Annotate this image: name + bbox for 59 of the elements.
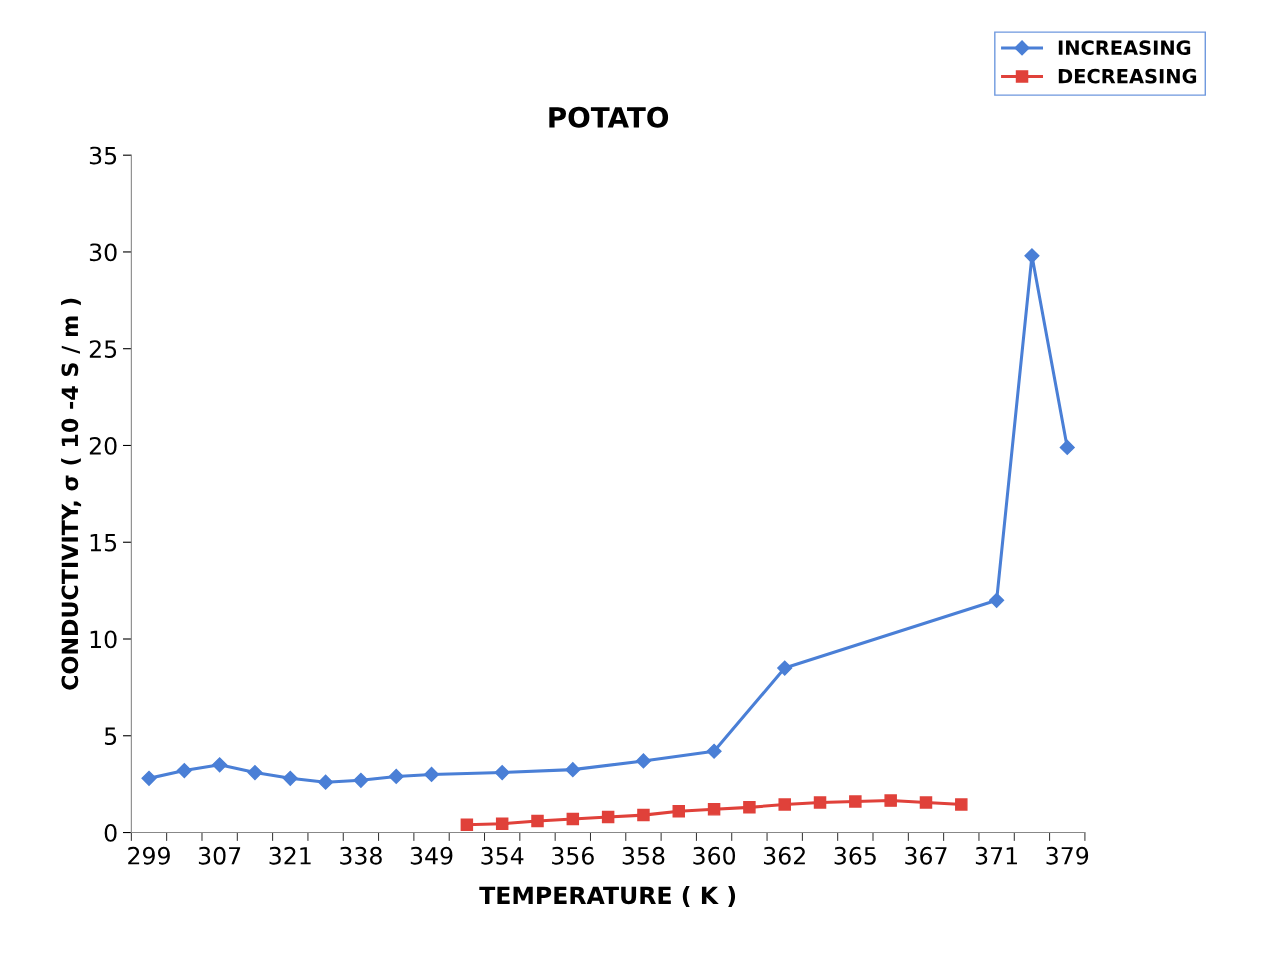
x-tick-label: 379 <box>1046 846 1089 865</box>
point <box>955 798 968 811</box>
x-tick-label: 371 <box>975 846 1017 865</box>
point <box>884 794 897 807</box>
x-tick-label: 299 <box>128 846 170 865</box>
point <box>460 818 474 832</box>
x-tick-label: 356 <box>552 846 594 865</box>
x-tick-label: 321 <box>269 846 311 865</box>
y-axis-title: CONDUCTIVITY, σ ( 10 -4 S / m ) <box>61 298 82 690</box>
y-tick-label: 0 <box>104 823 117 842</box>
y-tick-label: 5 <box>104 727 117 746</box>
point <box>637 808 650 822</box>
point <box>601 810 615 824</box>
point <box>353 772 369 788</box>
point <box>247 764 263 781</box>
y-tick-label: 20 <box>89 436 117 455</box>
point <box>777 660 793 676</box>
point <box>566 812 580 826</box>
point <box>1059 439 1075 455</box>
point <box>813 796 827 809</box>
legend-label: INCREASING <box>1058 40 1191 55</box>
point <box>494 764 510 781</box>
point <box>176 763 192 779</box>
y-tick-label: 30 <box>89 243 117 262</box>
point <box>1024 248 1040 264</box>
point <box>282 770 298 786</box>
x-tick-label: 360 <box>693 846 736 865</box>
point <box>989 592 1005 608</box>
x-tick-label: 354 <box>481 846 524 865</box>
x-tick-label: 307 <box>198 846 241 865</box>
chart-title: POTATO <box>549 106 669 128</box>
point <box>388 768 404 784</box>
point <box>778 798 791 811</box>
x-tick-label: 358 <box>622 846 665 865</box>
x-tick-label: 349 <box>410 846 453 865</box>
x-tick-label: 362 <box>763 846 805 865</box>
point <box>318 774 334 790</box>
y-tick-label: 35 <box>89 146 117 165</box>
point <box>635 753 652 769</box>
point <box>423 766 440 783</box>
point <box>919 796 933 809</box>
x-tick-label: 367 <box>905 846 947 865</box>
point <box>849 795 862 808</box>
point <box>672 804 686 818</box>
x-tick-label: 365 <box>834 846 876 865</box>
point <box>706 743 722 759</box>
point <box>707 803 721 816</box>
y-tick-label: 15 <box>90 533 117 552</box>
legend-label: DECREASING <box>1058 68 1197 84</box>
point <box>743 801 756 814</box>
y-tick-label: 10 <box>90 630 117 649</box>
x-axis-title: TEMPERATURE ( K ) <box>479 885 736 907</box>
point <box>141 770 157 786</box>
point <box>565 762 581 778</box>
point <box>495 817 509 831</box>
y-tick-label: 25 <box>89 340 117 359</box>
point <box>212 757 228 773</box>
x-tick-label: 338 <box>340 846 382 865</box>
point <box>531 814 544 828</box>
